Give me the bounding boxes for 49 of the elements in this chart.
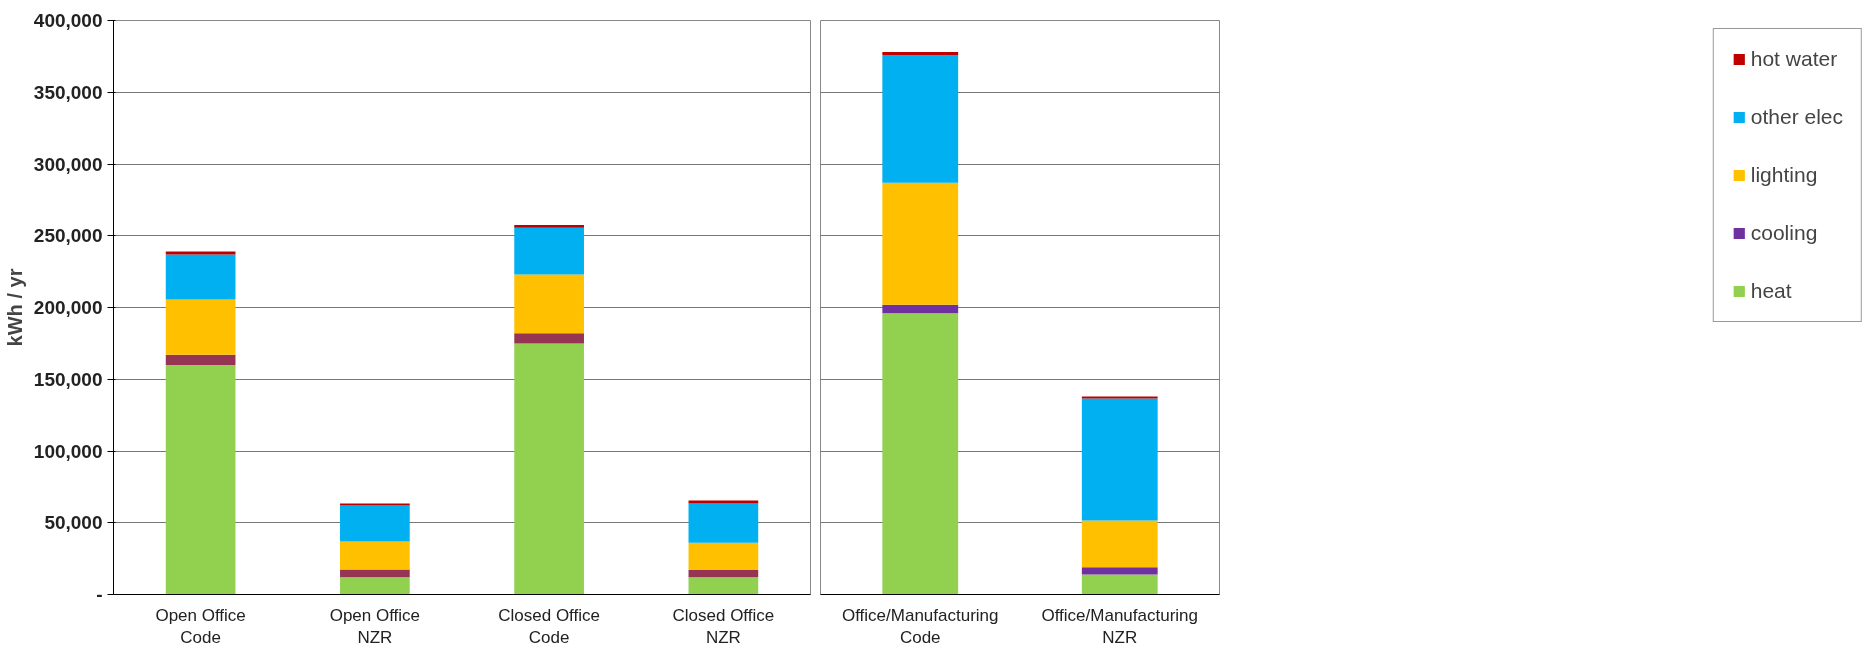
- y-tick-label: 200,000: [33, 297, 103, 318]
- bar: [165, 299, 236, 355]
- bar: [165, 254, 236, 300]
- x-tick-label: Closed Office NZR: [672, 605, 775, 648]
- legend-label: lighting: [1750, 163, 1818, 187]
- y-axis-title: kWh / yr: [3, 268, 26, 347]
- bar: [1081, 398, 1158, 521]
- y-tick-label: 150,000: [33, 368, 103, 390]
- bar: [882, 54, 959, 183]
- bar: [340, 569, 410, 578]
- bar: [165, 364, 236, 595]
- y-tick-label: 50,000: [44, 512, 103, 534]
- bar: [882, 182, 959, 305]
- x-tick-label: Closed Office Code: [498, 605, 600, 648]
- y-tick-label: 350,000: [33, 81, 103, 103]
- y-tick-label: 300,000: [33, 153, 103, 175]
- bar: [1081, 574, 1158, 595]
- legend-label: other elec: [1750, 105, 1843, 129]
- legend-label: hot water: [1750, 47, 1838, 71]
- bar: [165, 354, 236, 365]
- bar: [882, 313, 959, 595]
- bar: [340, 505, 410, 542]
- bar: [882, 52, 959, 55]
- legend-label: cooling: [1750, 221, 1818, 245]
- bar: [340, 541, 410, 570]
- bar: [514, 224, 584, 228]
- y-tick-label: 400,000: [33, 10, 103, 31]
- bar: [514, 333, 584, 344]
- y-tick-label: 250,000: [33, 225, 103, 247]
- bar: [688, 503, 759, 543]
- legend-label: heat: [1750, 279, 1792, 303]
- y-tick-label: 100,000: [33, 440, 103, 462]
- x-tick-label: Office/Manufacturing NZR: [1041, 605, 1199, 648]
- bar: [882, 304, 959, 314]
- bar: [1081, 520, 1158, 568]
- bar: [514, 343, 584, 595]
- bar: [688, 570, 759, 578]
- bar: [340, 503, 410, 506]
- bar: [688, 542, 759, 571]
- bar: [1081, 396, 1158, 399]
- bar: [688, 577, 759, 595]
- x-tick-label: Office/Manufacturing Code: [841, 605, 999, 648]
- y-tick-label: -: [96, 584, 103, 605]
- x-tick-label: Open Office Code: [155, 605, 246, 648]
- bar: [514, 227, 584, 275]
- bar: [340, 577, 410, 595]
- bar: [514, 274, 584, 334]
- bar: [1081, 567, 1158, 575]
- x-tick-label: Open Office NZR: [329, 605, 421, 648]
